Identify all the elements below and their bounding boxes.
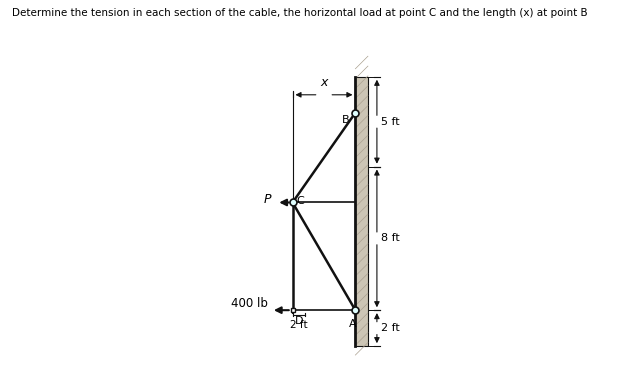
Text: 2 ft: 2 ft: [290, 320, 307, 330]
Text: 400 lb: 400 lb: [232, 297, 268, 310]
Text: 5 ft: 5 ft: [381, 117, 399, 127]
Text: 2 ft: 2 ft: [381, 323, 399, 333]
Text: C: C: [296, 196, 304, 206]
Text: 8 ft: 8 ft: [381, 234, 399, 243]
Text: B: B: [342, 116, 350, 125]
Bar: [355, 77, 368, 346]
Text: P: P: [263, 193, 271, 206]
Text: A: A: [349, 319, 356, 329]
Text: D: D: [295, 317, 303, 326]
Text: x: x: [320, 76, 328, 88]
Text: Determine the tension in each section of the cable, the horizontal load at point: Determine the tension in each section of…: [12, 8, 588, 18]
